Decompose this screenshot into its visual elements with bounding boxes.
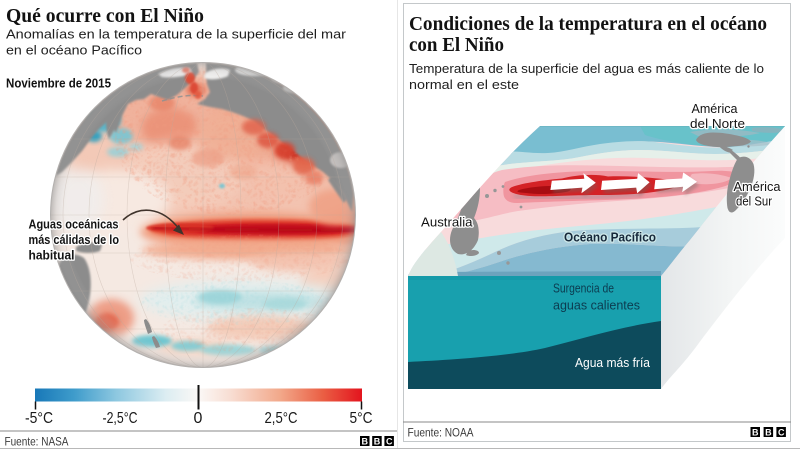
svg-text:2,5°C: 2,5°C — [265, 410, 298, 427]
svg-text:Océano Pacífico: Océano Pacífico — [564, 230, 656, 245]
svg-text:aguas calientes: aguas calientes — [553, 298, 640, 313]
svg-text:normal en el este: normal en el este — [409, 77, 519, 92]
svg-text:habitual: habitual — [29, 249, 75, 263]
svg-text:-5°C: -5°C — [25, 410, 53, 427]
svg-text:B: B — [374, 436, 381, 446]
svg-text:Temperatura de la superficie d: Temperatura de la superficie del agua es… — [409, 61, 764, 76]
svg-text:Anomalías en la temperatura de: Anomalías en la temperatura de la superf… — [6, 27, 347, 42]
svg-text:C: C — [386, 436, 393, 446]
svg-text:Fuente: NOAA: Fuente: NOAA — [408, 426, 474, 440]
svg-text:-2,5°C: -2,5°C — [103, 410, 138, 427]
svg-text:Fuente: NASA: Fuente: NASA — [5, 435, 69, 449]
svg-text:Surgencia de: Surgencia de — [553, 281, 614, 296]
svg-text:Agua más fría: Agua más fría — [575, 355, 651, 370]
svg-text:Noviembre de 2015: Noviembre de 2015 — [6, 76, 111, 91]
svg-text:del Norte: del Norte — [690, 116, 745, 131]
svg-text:Condiciones de la temperatura: Condiciones de la temperatura en el océa… — [409, 13, 767, 35]
svg-text:0: 0 — [194, 410, 203, 427]
svg-text:Australia: Australia — [421, 215, 473, 230]
svg-text:en el océano Pacífico: en el océano Pacífico — [6, 43, 142, 58]
svg-text:B: B — [765, 427, 772, 437]
svg-text:Qué ocurre con El Niño: Qué ocurre con El Niño — [6, 5, 204, 27]
svg-text:América: América — [692, 101, 739, 116]
svg-text:Aguas oceánicas: Aguas oceánicas — [29, 218, 119, 232]
svg-text:C: C — [778, 427, 785, 437]
svg-text:con El Niño: con El Niño — [409, 34, 504, 56]
svg-text:más cálidas de lo: más cálidas de lo — [29, 233, 120, 247]
svg-text:5°C: 5°C — [350, 410, 373, 427]
svg-text:del Sur: del Sur — [736, 194, 773, 209]
svg-text:América: América — [734, 179, 782, 194]
svg-text:B: B — [362, 436, 369, 446]
svg-text:B: B — [752, 427, 759, 437]
